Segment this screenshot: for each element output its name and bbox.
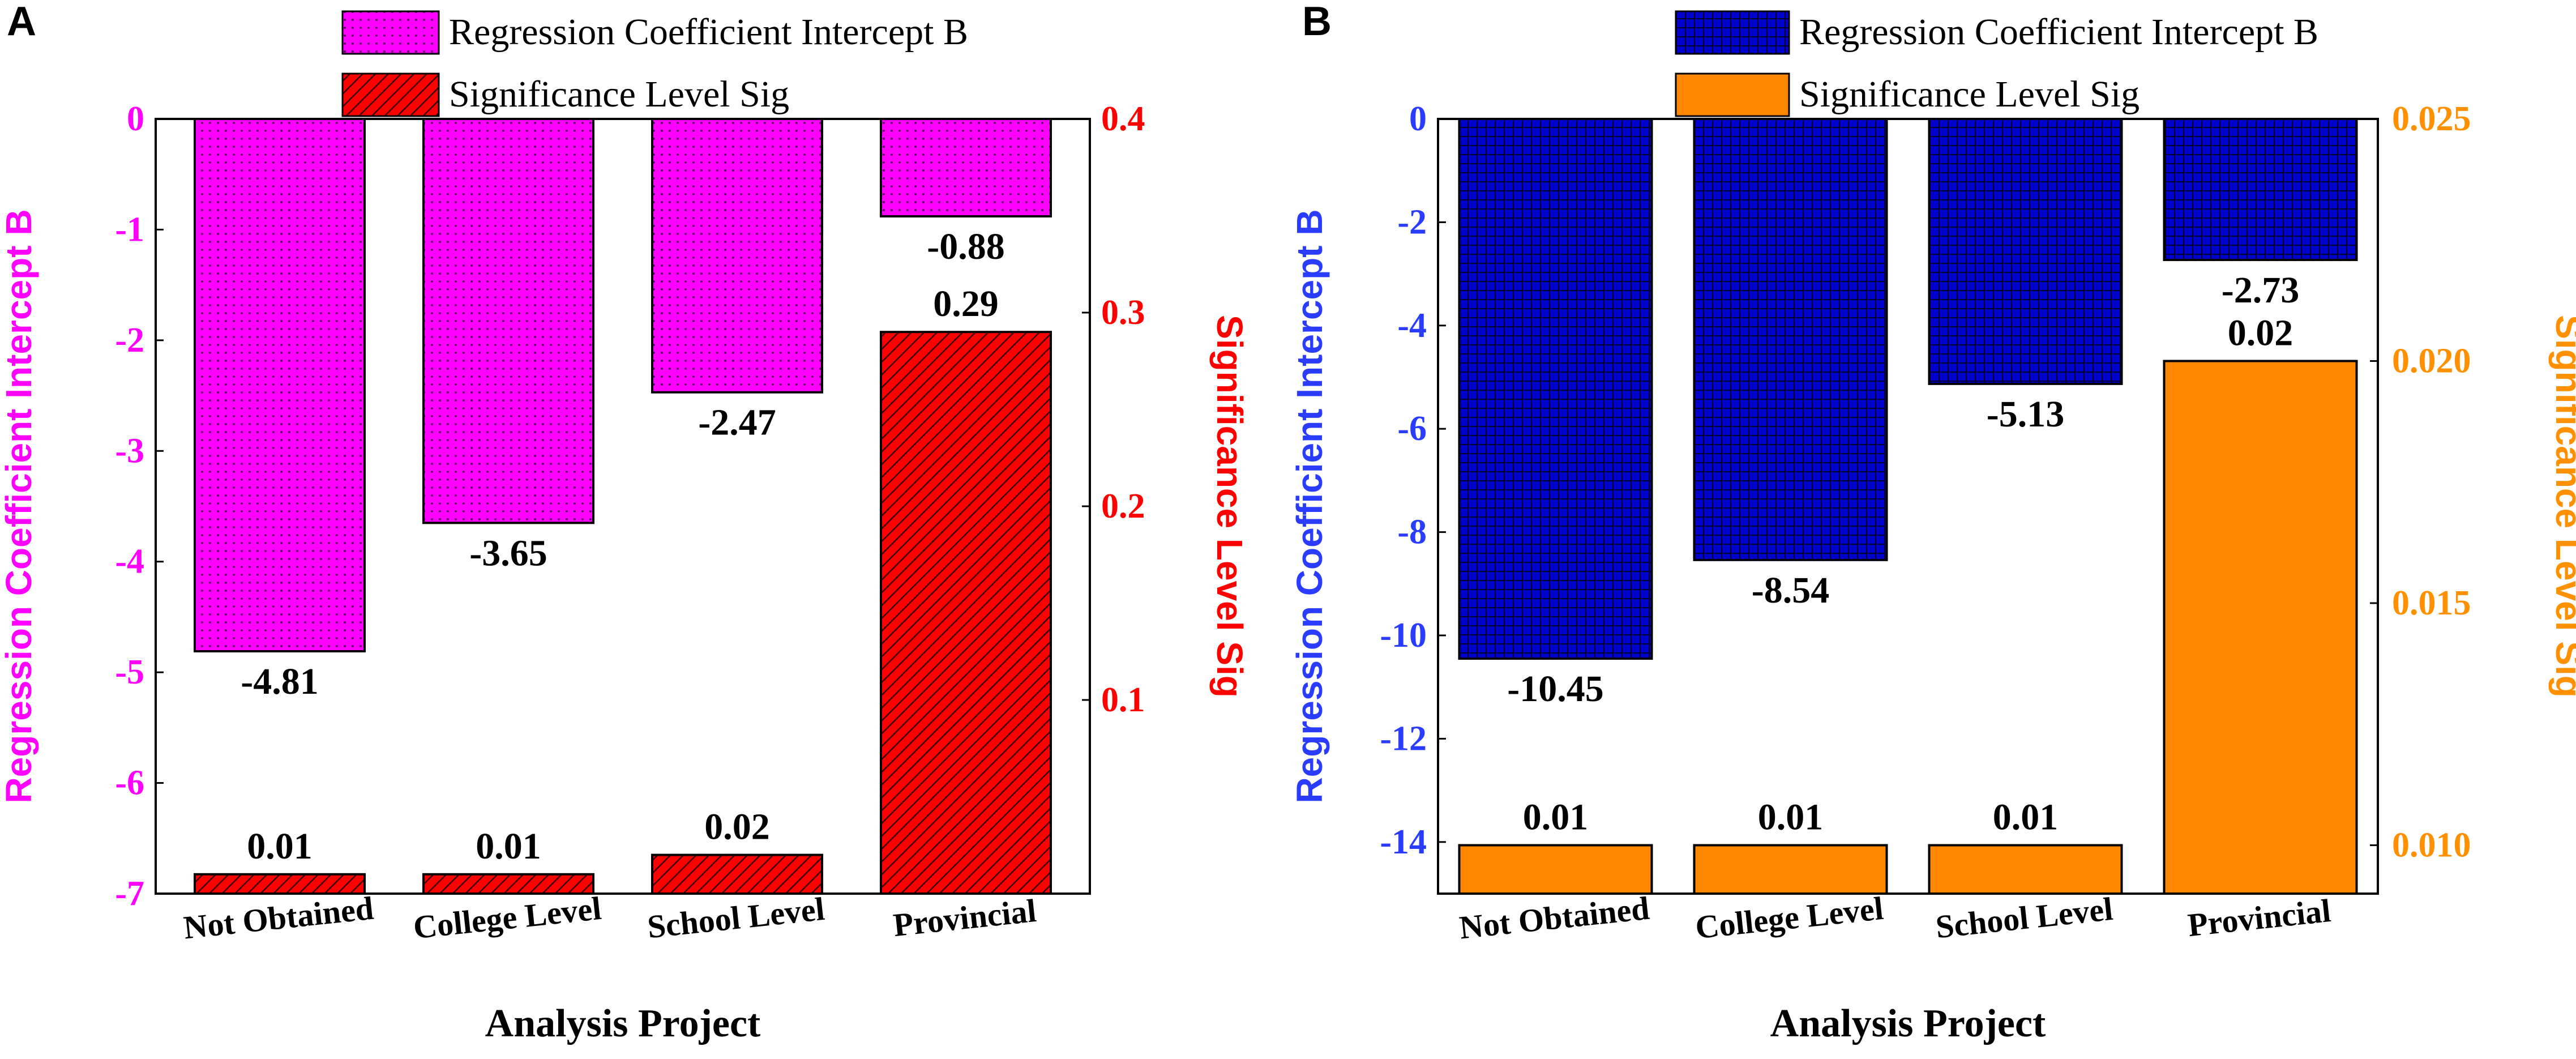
panel-letter: B xyxy=(1302,0,1332,44)
label-regression: -5.13 xyxy=(1987,394,2064,435)
right-tick-label: 0.020 xyxy=(2392,342,2471,381)
label-significance: 0.01 xyxy=(1758,797,1824,838)
label-significance: 0.01 xyxy=(1993,797,2059,838)
bar-significance xyxy=(194,873,366,895)
label-regression: -4.81 xyxy=(241,661,318,702)
label-significance: 0.01 xyxy=(247,826,313,867)
legend-swatch xyxy=(341,10,440,55)
category-label: Provincial xyxy=(892,892,1038,943)
legend-label: Significance Level Sig xyxy=(449,74,789,115)
left-tick-label: -3 xyxy=(115,432,144,470)
label-significance: 0.01 xyxy=(1523,797,1589,838)
right-tick-label: 0.3 xyxy=(1101,293,1145,332)
bar-regression xyxy=(422,118,594,524)
left-tick-label: -7 xyxy=(115,874,144,913)
category-label: College Level xyxy=(1693,890,1885,946)
left-tick-label: -2 xyxy=(115,321,144,360)
left-tick-label: -6 xyxy=(1397,409,1427,448)
legend-swatch xyxy=(1675,72,1790,117)
bar-regression xyxy=(2163,118,2358,261)
category-label: Provincial xyxy=(2186,892,2333,943)
category-label: School Level xyxy=(645,890,826,945)
panel-letter: A xyxy=(7,0,36,44)
left-axis-title: Regression Coefficient Intercept B xyxy=(1289,209,1330,803)
label-significance: 0.29 xyxy=(933,283,999,324)
right-tick-label: 0.4 xyxy=(1101,100,1145,138)
left-tick-label: -6 xyxy=(115,764,144,802)
legend-swatch xyxy=(1675,10,1790,55)
bar-regression xyxy=(1458,118,1653,660)
label-regression: -0.88 xyxy=(927,226,1004,267)
left-tick-label: -8 xyxy=(1397,513,1427,552)
left-tick-label: -1 xyxy=(115,210,144,249)
bar-significance xyxy=(1928,844,2123,895)
bar-significance xyxy=(422,873,594,895)
label-significance: 0.02 xyxy=(704,806,770,848)
left-tick-label: -4 xyxy=(115,543,144,581)
x-axis-title: Analysis Project xyxy=(1770,1002,2046,1045)
legend-swatch xyxy=(341,72,440,117)
legend-label: Regression Coefficient Intercept B xyxy=(1799,11,2318,53)
label-significance: 0.01 xyxy=(476,826,541,867)
right-tick-label: 0.1 xyxy=(1101,681,1145,719)
legend-label: Regression Coefficient Intercept B xyxy=(449,11,968,53)
bar-significance xyxy=(880,331,1052,895)
category-label: School Level xyxy=(1934,890,2115,945)
label-regression: -10.45 xyxy=(1507,668,1603,710)
left-tick-label: -4 xyxy=(1397,306,1427,345)
bar-significance xyxy=(651,853,823,895)
label-regression: -3.65 xyxy=(469,532,547,574)
label-regression: -8.54 xyxy=(1752,570,1829,611)
panel-a: A Regression Coefficient Intercept B Signi… xyxy=(0,0,1250,1045)
left-tick-label: -2 xyxy=(1397,203,1427,241)
bar-regression xyxy=(1928,118,2123,385)
bar-regression xyxy=(651,118,823,394)
label-regression: -2.47 xyxy=(698,402,776,443)
left-tick-label: -14 xyxy=(1380,823,1427,861)
bar-significance xyxy=(1693,844,1888,895)
left-tick-label: 0 xyxy=(127,100,144,138)
right-tick-label: 0.025 xyxy=(2392,100,2471,138)
right-axis-title: Significance Level Sig xyxy=(1209,315,1250,698)
right-tick-label: 0.015 xyxy=(2392,584,2471,622)
left-tick-label: -5 xyxy=(115,653,144,691)
bar-regression xyxy=(194,118,366,653)
legend-label: Significance Level Sig xyxy=(1799,74,2139,115)
label-significance: 0.02 xyxy=(2228,313,2293,354)
bar-regression xyxy=(880,118,1052,217)
label-regression: -2.73 xyxy=(2222,270,2299,311)
category-label: Not Obtained xyxy=(182,890,375,946)
left-tick-label: -10 xyxy=(1380,616,1427,655)
left-axis-title: Regression Coefficient Intercept B xyxy=(0,209,39,803)
bar-regression xyxy=(1693,118,1888,561)
bar-significance xyxy=(2163,360,2358,895)
right-tick-label: 0.2 xyxy=(1101,487,1145,526)
plot-frame xyxy=(1437,118,2379,895)
category-label: College Level xyxy=(412,890,603,946)
category-label: Not Obtained xyxy=(1458,890,1651,946)
bar-significance xyxy=(1458,844,1653,895)
panel-b: B Regression Coefficient Intercept B Signi… xyxy=(1289,0,2576,1045)
left-tick-label: -12 xyxy=(1380,719,1427,758)
x-axis-title: Analysis Project xyxy=(485,1002,761,1045)
right-axis-title: Significance Level Sig xyxy=(2548,315,2576,698)
left-tick-label: 0 xyxy=(1409,100,1427,138)
right-tick-label: 0.010 xyxy=(2392,826,2471,865)
